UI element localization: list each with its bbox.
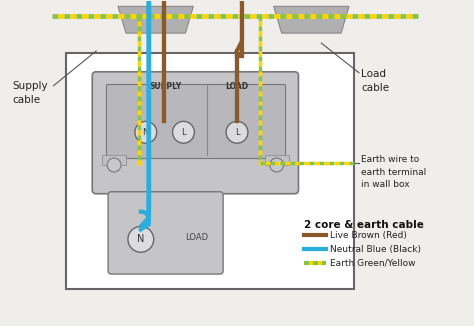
Text: LOAD: LOAD [185,233,209,242]
Text: Live Brown (Red): Live Brown (Red) [330,231,407,240]
Circle shape [270,158,283,172]
Circle shape [107,158,121,172]
Bar [102,155,126,165]
FancyBboxPatch shape [108,192,223,274]
Text: Earth wire to
earth terminal
in wall box: Earth wire to earth terminal in wall box [361,155,426,189]
Text: Supply
cable: Supply cable [12,81,47,105]
Circle shape [135,121,157,143]
Polygon shape [118,6,193,33]
FancyBboxPatch shape [92,72,299,194]
Text: N: N [143,128,149,137]
Text: LOAD: LOAD [226,82,248,91]
Bar [265,155,289,165]
Circle shape [128,227,154,252]
Text: N: N [137,234,145,244]
Text: L: L [235,128,239,137]
Circle shape [226,121,248,143]
Bar [106,84,284,158]
Bar [66,53,354,289]
Polygon shape [273,6,349,33]
Circle shape [173,121,194,143]
Text: SUPPLY: SUPPLY [149,82,182,91]
Text: Load
cable: Load cable [361,69,389,93]
Text: Neutral Blue (Black): Neutral Blue (Black) [330,245,421,254]
Text: L: L [181,128,186,137]
Text: Earth Green/Yellow: Earth Green/Yellow [330,259,416,268]
Text: 2 core & earth cable: 2 core & earth cable [304,219,424,230]
